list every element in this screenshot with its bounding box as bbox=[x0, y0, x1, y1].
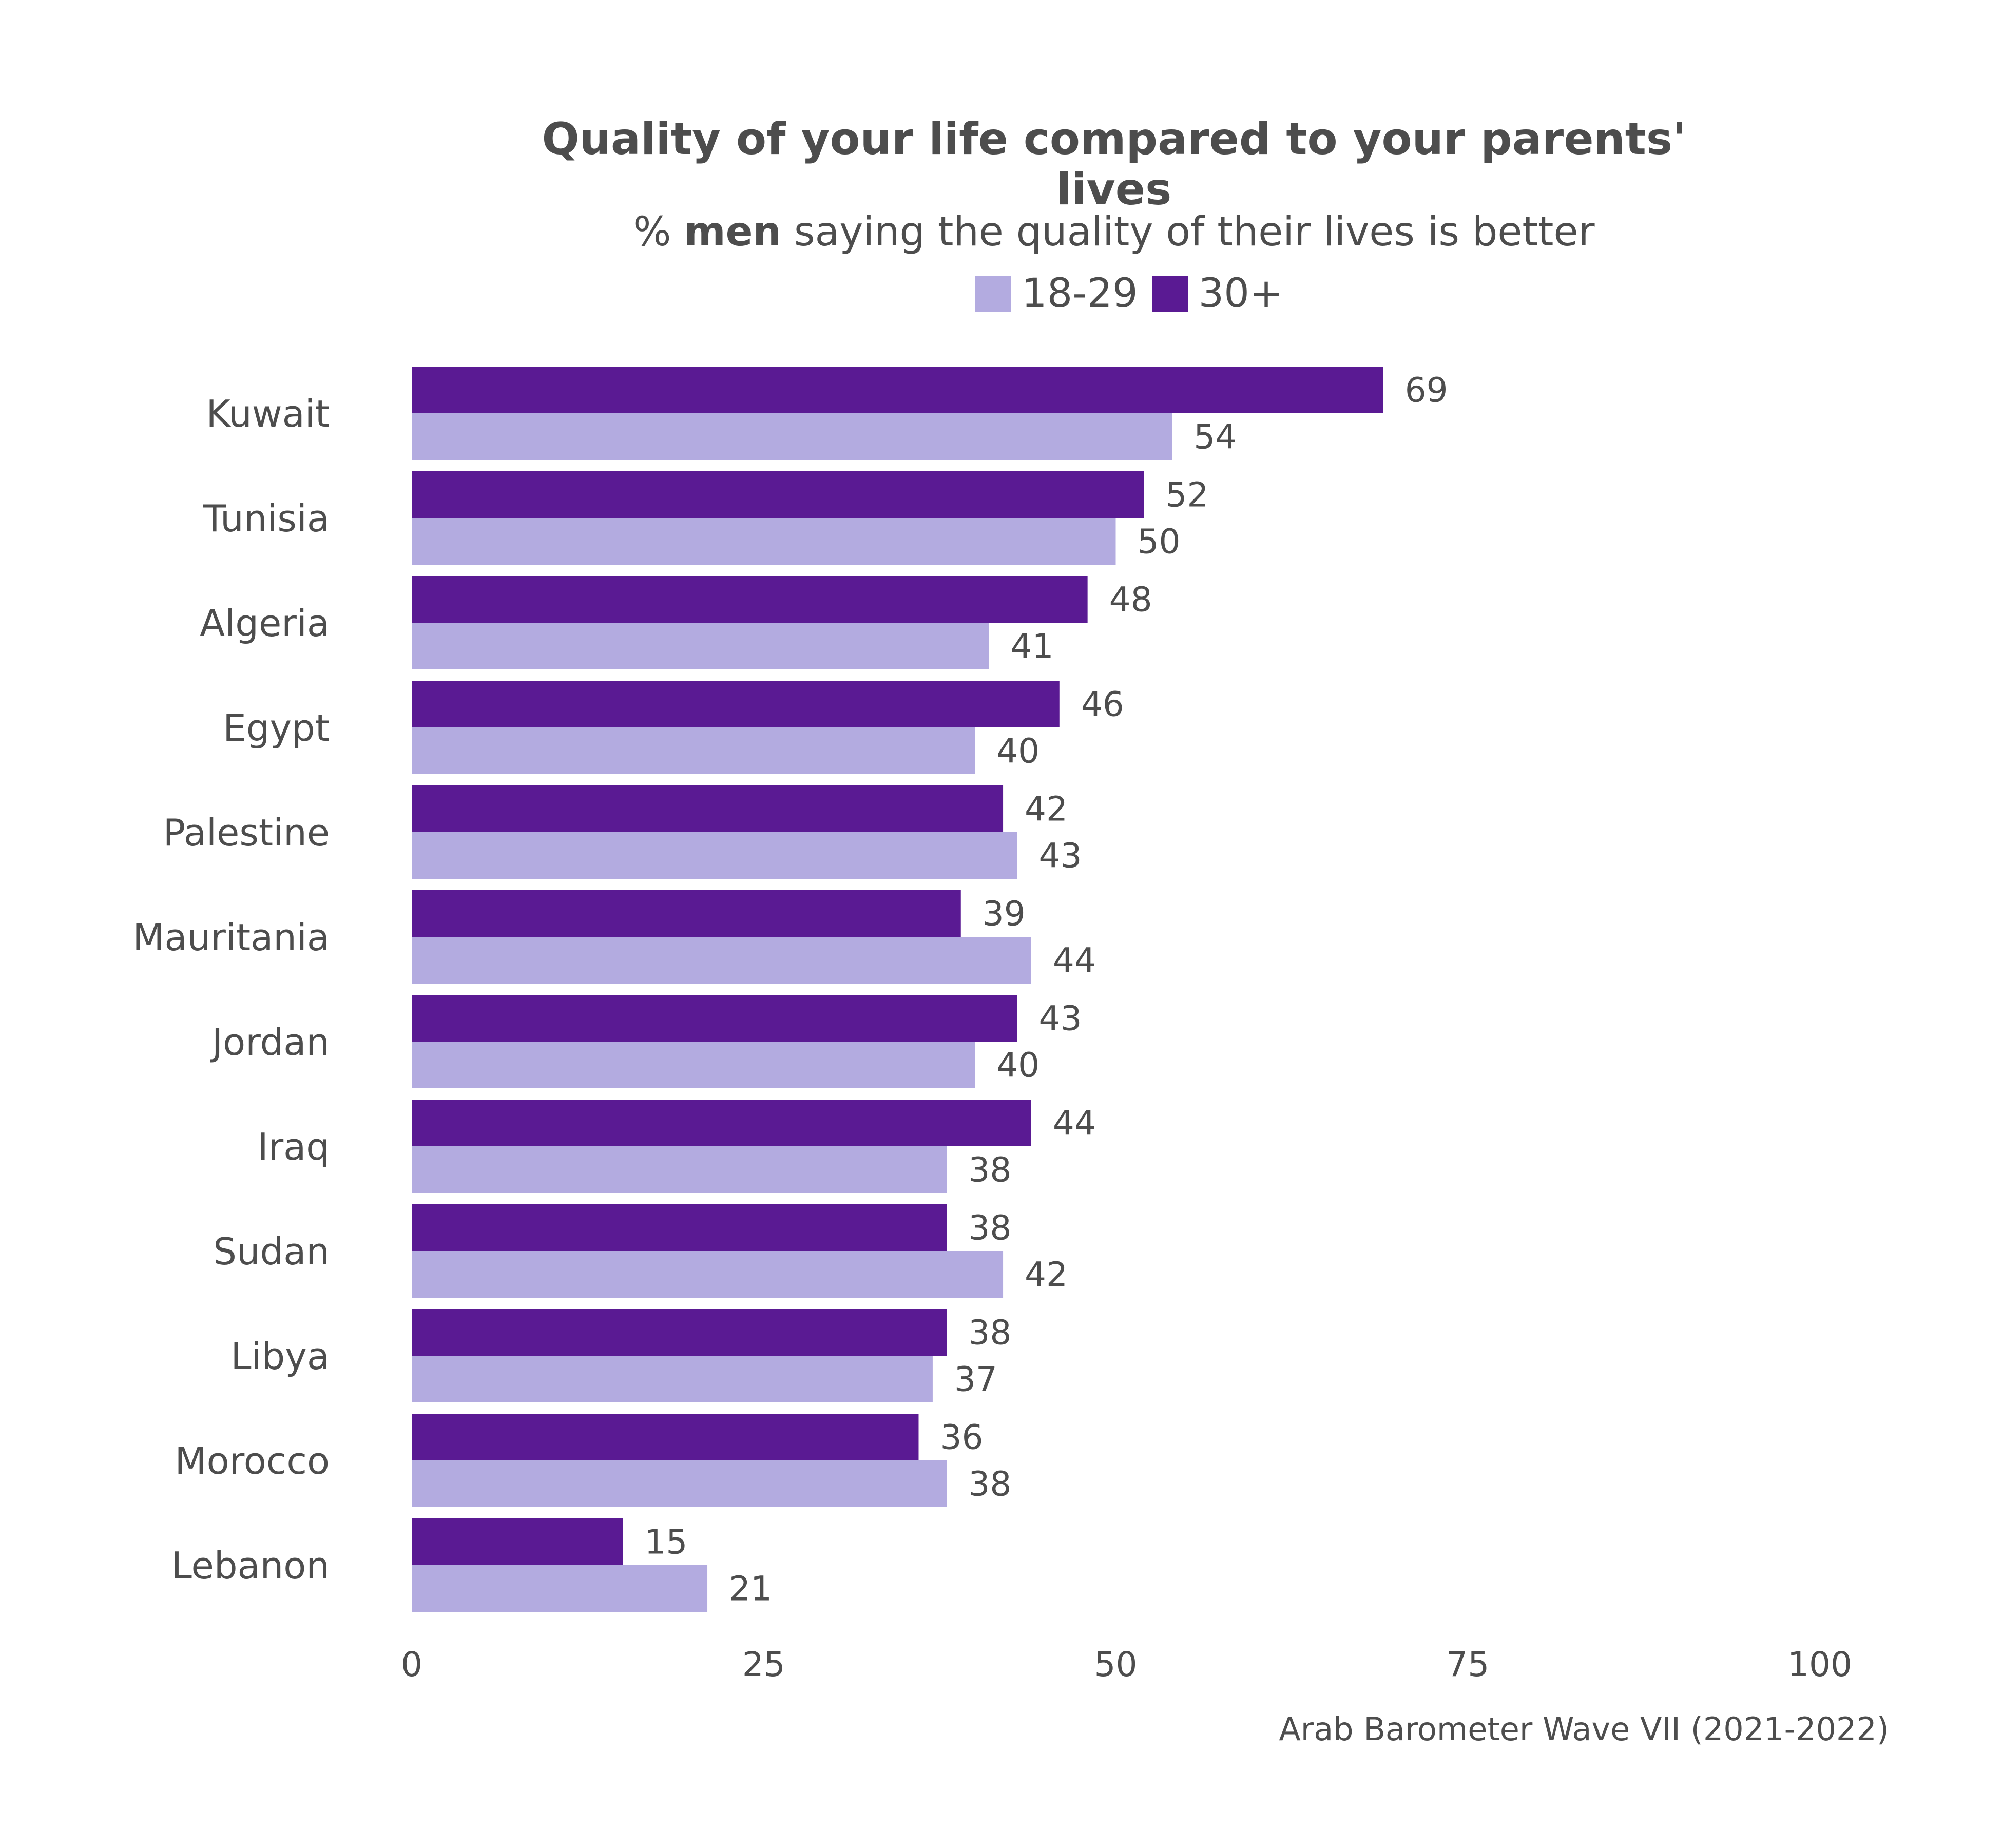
value-label-jordan-18-29: 40 bbox=[996, 1046, 1040, 1085]
value-label-morocco-18-29: 38 bbox=[968, 1465, 1011, 1504]
subtitle-suffix: saying the quality of their lives is bet… bbox=[781, 209, 1595, 255]
value-label-egypt-30: 46 bbox=[1081, 685, 1124, 724]
category-label-algeria: Algeria bbox=[200, 602, 330, 645]
legend: 18-29 30+ bbox=[975, 271, 1283, 317]
value-label-lebanon-30: 15 bbox=[644, 1523, 687, 1562]
legend-swatch-18-29 bbox=[975, 276, 1011, 312]
chart-title-line-2: lives bbox=[1056, 164, 1172, 215]
bar-palestine-18-29 bbox=[412, 832, 1017, 879]
value-label-iraq-30: 44 bbox=[1053, 1104, 1096, 1143]
category-label-tunisia: Tunisia bbox=[203, 497, 330, 540]
bar-palestine-30 bbox=[412, 785, 1004, 832]
bar-tunisia-30 bbox=[412, 471, 1144, 518]
bar-tunisia-18-29 bbox=[412, 518, 1116, 565]
value-label-kuwait-30: 69 bbox=[1405, 371, 1448, 410]
value-label-algeria-30: 48 bbox=[1109, 580, 1152, 620]
bar-iraq-18-29 bbox=[412, 1146, 947, 1193]
bar-lebanon-30 bbox=[412, 1518, 623, 1565]
x-tick-label-75: 75 bbox=[1446, 1645, 1489, 1684]
bar-algeria-30 bbox=[412, 576, 1088, 623]
bar-morocco-30 bbox=[412, 1414, 919, 1460]
category-label-morocco: Morocco bbox=[175, 1439, 330, 1483]
bar-libya-30 bbox=[412, 1309, 947, 1356]
category-label-palestine: Palestine bbox=[163, 811, 330, 854]
bar-jordan-30 bbox=[412, 995, 1017, 1042]
category-label-mauritania: Mauritania bbox=[132, 916, 330, 959]
value-label-sudan-18-29: 42 bbox=[1025, 1255, 1068, 1295]
value-label-tunisia-18-29: 50 bbox=[1138, 522, 1181, 562]
value-label-mauritania-18-29: 44 bbox=[1053, 941, 1096, 980]
chart-caption: Arab Barometer Wave VII (2021-2022) bbox=[1279, 1710, 1889, 1748]
bar-lebanon-18-29 bbox=[412, 1565, 708, 1612]
bar-mauritania-30 bbox=[412, 890, 961, 937]
bar-egypt-18-29 bbox=[412, 727, 975, 774]
x-tick-label-50: 50 bbox=[1094, 1645, 1138, 1684]
value-label-sudan-30: 38 bbox=[968, 1208, 1011, 1248]
value-label-libya-18-29: 37 bbox=[954, 1360, 997, 1399]
subtitle-prefix: % bbox=[633, 209, 684, 255]
category-label-egypt: Egypt bbox=[223, 706, 330, 749]
bar-sudan-30 bbox=[412, 1204, 947, 1251]
category-labels: Kuwait Tunisia Algeria Egypt Palestine Maurit… bbox=[132, 392, 330, 1587]
category-label-sudan: Sudan bbox=[213, 1230, 330, 1273]
value-label-mauritania-30: 39 bbox=[983, 894, 1026, 934]
value-label-palestine-18-29: 43 bbox=[1038, 836, 1082, 876]
chart-subtitle: % men saying the quality of their lives … bbox=[633, 209, 1595, 255]
category-label-libya: Libya bbox=[230, 1335, 330, 1378]
value-label-palestine-30: 42 bbox=[1025, 790, 1068, 829]
chart-title-line-1: Quality of your life compared to your pa… bbox=[542, 113, 1686, 165]
value-labels: 69 54 52 50 48 41 46 40 42 43 39 44 43 40 44 38 38 42 38 37… bbox=[644, 371, 1448, 1609]
x-axis: 0 25 50 75 100 bbox=[401, 1645, 1852, 1684]
bars bbox=[412, 367, 1383, 1612]
category-label-kuwait: Kuwait bbox=[206, 392, 330, 435]
bar-kuwait-30 bbox=[412, 367, 1383, 413]
value-label-kuwait-18-29: 54 bbox=[1194, 417, 1237, 457]
category-label-lebanon: Lebanon bbox=[171, 1544, 330, 1587]
value-label-algeria-18-29: 41 bbox=[1011, 627, 1054, 666]
value-label-iraq-18-29: 38 bbox=[968, 1150, 1011, 1190]
x-tick-label-100: 100 bbox=[1787, 1645, 1852, 1684]
bar-iraq-30 bbox=[412, 1100, 1031, 1146]
bar-mauritania-18-29 bbox=[412, 937, 1031, 984]
category-label-jordan: Jordan bbox=[210, 1021, 330, 1064]
subtitle-bold: men bbox=[684, 209, 781, 255]
legend-label-30: 30+ bbox=[1199, 271, 1283, 317]
bar-jordan-18-29 bbox=[412, 1042, 975, 1088]
x-tick-label-25: 25 bbox=[742, 1645, 785, 1684]
bar-egypt-30 bbox=[412, 681, 1060, 727]
bar-sudan-18-29 bbox=[412, 1251, 1004, 1298]
value-label-lebanon-18-29: 21 bbox=[729, 1569, 772, 1609]
category-label-iraq: Iraq bbox=[257, 1125, 330, 1168]
value-label-egypt-18-29: 40 bbox=[996, 732, 1040, 771]
bar-morocco-18-29 bbox=[412, 1460, 947, 1507]
bar-algeria-18-29 bbox=[412, 623, 989, 669]
value-label-libya-30: 38 bbox=[968, 1313, 1011, 1353]
bar-libya-18-29 bbox=[412, 1356, 933, 1402]
value-label-tunisia-30: 52 bbox=[1165, 475, 1208, 515]
x-tick-label-0: 0 bbox=[401, 1645, 422, 1684]
value-label-morocco-30: 36 bbox=[940, 1418, 983, 1457]
legend-label-18-29: 18-29 bbox=[1022, 271, 1138, 317]
legend-swatch-30 bbox=[1152, 276, 1188, 312]
value-label-jordan-30: 43 bbox=[1038, 999, 1082, 1038]
bar-kuwait-18-29 bbox=[412, 413, 1172, 460]
